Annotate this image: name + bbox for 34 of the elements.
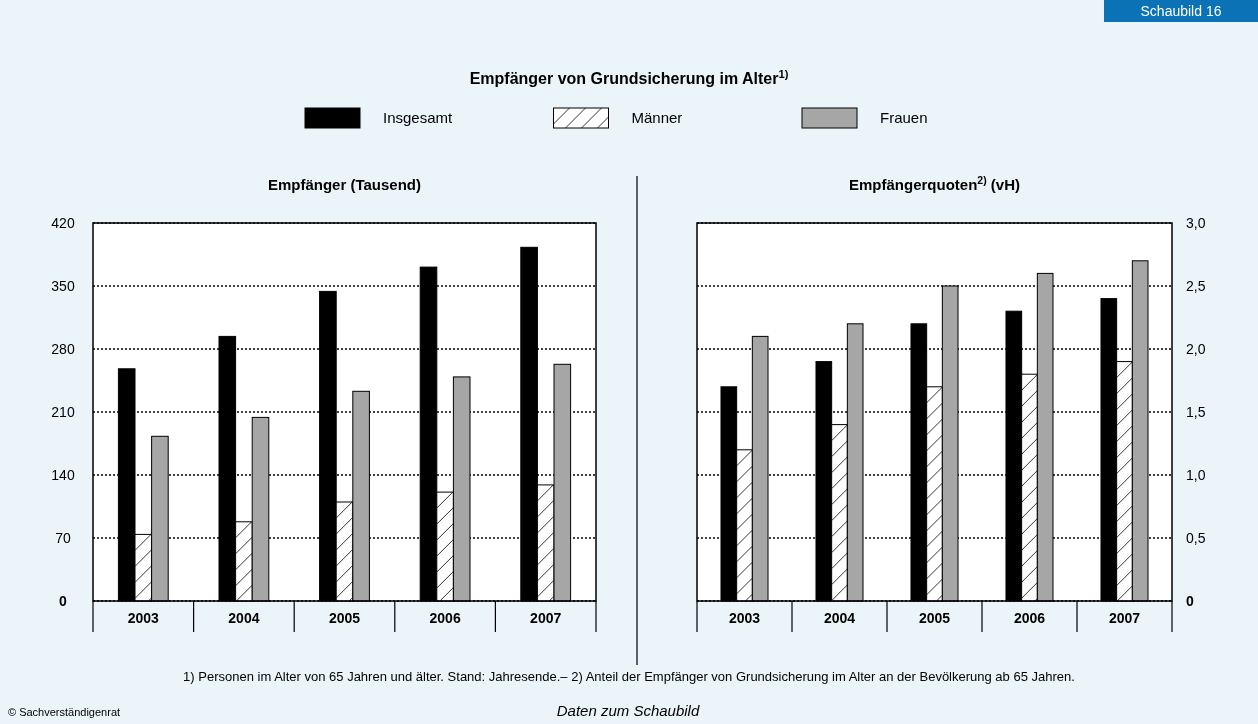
y-tick-label: 70 [55, 529, 71, 546]
chart-subtitle: Empfängerquoten$^{2)}$ (vH) [848, 174, 1021, 193]
y-tick-label: 210 [51, 403, 75, 420]
text: Daten zum Schaubild [556, 702, 700, 719]
x-tick-label: 2003 [728, 609, 761, 626]
text: © Sachverständigenrat [8, 706, 121, 718]
y-tick-label: 0 [59, 592, 68, 609]
y-tick-label: 140 [51, 466, 75, 483]
text: 1) Personen im Alter von 65 Jahren und älter. Stand: Jahresende.– 2) Anteil der Empfänger von Grundsicherung im Alter an der Bevölkerung ab 65 Jahren. [183, 669, 1075, 684]
x-tick-label: 2003 [127, 609, 160, 626]
x-tick-label: 2005 [328, 609, 361, 626]
x-tick-label: 2004 [228, 609, 260, 626]
y-tick-label: 1,5 [1186, 403, 1206, 420]
y-tick-label: 3,0 [1186, 214, 1206, 231]
chart-subtitle: Empfänger (Tausend) [267, 176, 422, 193]
y-tick-label: 0 [1186, 592, 1194, 609]
x-tick-label: 2007 [530, 609, 562, 626]
tab-label: Schaubild 16 [1104, 0, 1258, 22]
legend-label: Insgesamt [383, 109, 454, 126]
x-tick-label: 2006 [1013, 609, 1046, 626]
y-tick-label: 0,5 [1186, 529, 1206, 546]
legend-label: Männer [631, 109, 683, 126]
y-tick-label: 2,5 [1186, 277, 1206, 294]
x-tick-label: 2007 [1108, 609, 1141, 626]
legend-label: Frauen [880, 109, 928, 126]
x-tick-label: 2006 [429, 609, 461, 626]
y-tick-label: 1,0 [1186, 466, 1206, 483]
y-tick-label: 2,0 [1186, 340, 1206, 357]
text: Empfänger von Grundsicherung im Alter$^{1)}$ [469, 68, 789, 87]
y-tick-label: 350 [51, 277, 75, 294]
y-tick-label: 420 [51, 214, 75, 231]
x-tick-label: 2004 [823, 609, 856, 626]
x-tick-label: 2005 [918, 609, 951, 626]
y-tick-label: 280 [51, 340, 75, 357]
